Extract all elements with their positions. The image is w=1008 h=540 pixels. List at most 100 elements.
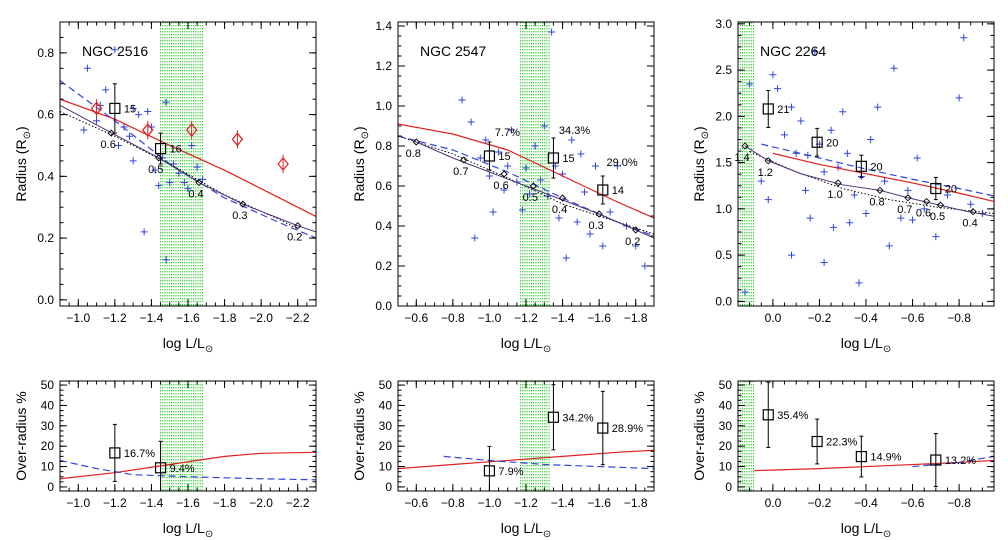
model-line-dotted xyxy=(60,111,298,230)
mass-marker xyxy=(558,194,567,202)
data-point xyxy=(606,208,614,216)
mass-label: 1.2 xyxy=(758,167,773,179)
data-point xyxy=(943,191,951,199)
panel-ngc2547-top: 0.8 0.7 0.6 0.5 0.4 0.3 0.2 15 15 14 7.7% 34.3% 29.0… xyxy=(351,19,655,355)
mass-label: 0.4 xyxy=(962,218,977,230)
data-point xyxy=(151,166,159,174)
panel-title: NGC 2547 xyxy=(420,43,486,59)
x-tick-label: −1.8 xyxy=(624,496,648,510)
x-axis-label: log L/L⊙ xyxy=(163,520,213,540)
x-tick-label: −1.8 xyxy=(213,496,237,510)
y-tick-label: 40 xyxy=(41,398,55,412)
data-point xyxy=(544,192,552,200)
diamond-marker xyxy=(90,101,103,116)
mass-marker xyxy=(107,129,115,137)
data-point xyxy=(83,64,91,72)
binned-label: 34.2% xyxy=(562,412,593,424)
data-point xyxy=(573,218,581,226)
data-point xyxy=(537,176,545,184)
data-point xyxy=(155,182,163,190)
x-tick-label: −2.0 xyxy=(249,311,273,325)
data-point xyxy=(129,157,137,165)
y-tick-label: 40 xyxy=(379,398,393,412)
y-axis-label: Radius (R⊙) xyxy=(351,126,371,201)
model-line-red xyxy=(398,123,654,219)
binned-square xyxy=(855,160,867,172)
y-tick-label: 30 xyxy=(41,419,55,433)
annotation: 29.0% xyxy=(606,157,637,169)
data-point xyxy=(489,208,497,216)
data-point xyxy=(568,136,576,144)
y-tick-label: 0.0 xyxy=(715,294,732,308)
x-tick-label: −0.2 xyxy=(808,496,832,510)
x-tick-label: −1.6 xyxy=(176,496,200,510)
mass-label: 0.8 xyxy=(869,196,884,208)
data-point xyxy=(199,175,207,183)
x-tick-label: −0.6 xyxy=(404,496,428,510)
panel-title: NGC 2516 xyxy=(82,43,148,59)
data-point xyxy=(741,288,749,296)
y-tick-label: 10 xyxy=(379,460,393,474)
data-point xyxy=(577,150,585,158)
data-point xyxy=(885,242,893,250)
y-tick-label: 0.4 xyxy=(375,219,392,233)
data-point xyxy=(551,162,559,170)
data-point xyxy=(531,142,539,150)
data-point xyxy=(526,190,534,198)
y-tick-label: 3.0 xyxy=(715,17,732,31)
data-point xyxy=(820,259,828,267)
mass-label: 0.3 xyxy=(232,210,247,222)
data-point xyxy=(129,104,137,112)
x-tick-label: −0.8 xyxy=(441,496,465,510)
data-point xyxy=(967,200,975,208)
x-tick-label: −0.6 xyxy=(404,311,428,325)
y-tick-label: 0.8 xyxy=(375,139,392,153)
binned-square xyxy=(930,454,942,466)
binned-label: 16.7% xyxy=(124,448,155,460)
x-tick-label: 0.0 xyxy=(765,311,782,325)
y-tick-label: 0.8 xyxy=(37,46,54,60)
x-tick-label: −1.4 xyxy=(140,496,164,510)
y-tick-label: 0 xyxy=(725,480,732,494)
mass-label: 0.6 xyxy=(916,207,931,219)
binned-label: 7.9% xyxy=(498,466,523,478)
x-axis-label: log L/L⊙ xyxy=(501,520,551,540)
x-tick-label: −0.4 xyxy=(854,311,878,325)
model-line-purple xyxy=(744,145,994,217)
data-point xyxy=(193,163,201,171)
y-tick-label: 0.4 xyxy=(37,169,54,183)
y-tick-label: 1.0 xyxy=(375,99,392,113)
mass-marker xyxy=(834,179,842,187)
data-point xyxy=(613,162,621,170)
y-tick-label: 0 xyxy=(47,480,54,494)
x-tick-label: −2.2 xyxy=(286,311,310,325)
x-tick-label: −2.2 xyxy=(286,496,310,510)
x-tick-label: −0.8 xyxy=(441,311,465,325)
model-line-dotted xyxy=(398,135,654,235)
mass-label: 0.6 xyxy=(101,139,116,151)
data-point xyxy=(764,196,772,204)
annotation: 34.3% xyxy=(559,125,590,137)
plot-area xyxy=(60,22,316,306)
data-point xyxy=(909,216,917,224)
x-tick-label: −0.4 xyxy=(854,496,878,510)
binned-label: 15 xyxy=(498,151,510,163)
data-point xyxy=(135,111,143,119)
y-tick-label: 10 xyxy=(719,460,733,474)
data-point xyxy=(781,131,789,139)
x-tick-label: −1.2 xyxy=(514,311,538,325)
y-axis-label-sub: ⊙ xyxy=(22,131,33,139)
binned-square xyxy=(547,152,560,164)
x-tick-label: 0.0 xyxy=(765,496,782,510)
mass-marker xyxy=(195,178,203,187)
data-point xyxy=(507,126,515,134)
data-point xyxy=(144,108,152,116)
x-axis-label-sub: ⊙ xyxy=(883,344,891,355)
data-point xyxy=(850,191,858,199)
mass-marker xyxy=(460,156,468,164)
binned-label: 22.3% xyxy=(826,437,857,449)
x-tick-label: −1.0 xyxy=(66,311,90,325)
model-line-red xyxy=(754,459,994,472)
data-point xyxy=(846,219,854,227)
